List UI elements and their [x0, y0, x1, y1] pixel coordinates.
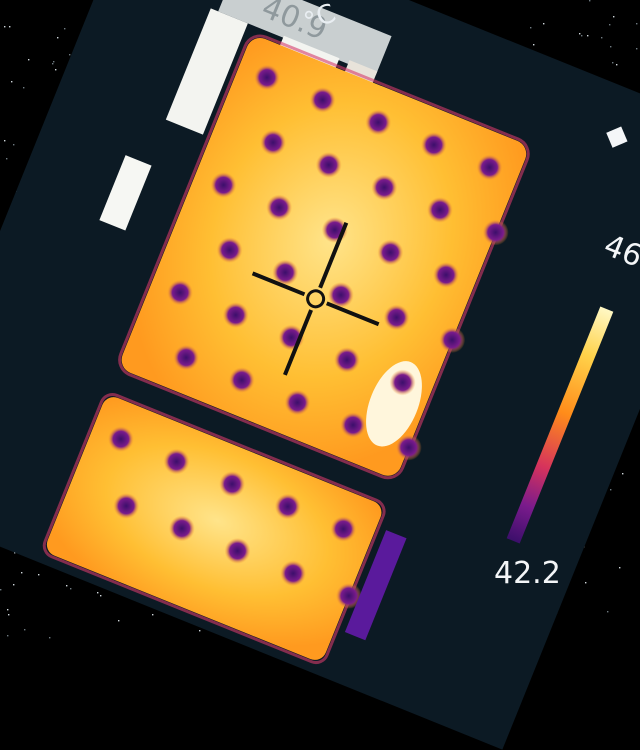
cool-spot	[113, 492, 140, 519]
noise-pixel	[543, 23, 545, 25]
noise-pixel	[13, 584, 15, 586]
cool-spot	[371, 174, 398, 201]
cool-spot	[173, 344, 200, 371]
noise-pixel	[53, 61, 55, 63]
cool-spot	[377, 239, 404, 266]
noise-pixel	[0, 589, 2, 591]
noise-pixel	[601, 37, 603, 39]
cool-spot	[284, 389, 311, 416]
noise-pixel	[612, 62, 614, 64]
noise-pixel	[199, 630, 201, 632]
noise-pixel	[52, 63, 54, 65]
cool-spot	[420, 131, 447, 158]
cool-spot	[224, 537, 251, 564]
noise-pixel	[636, 48, 638, 50]
cool-spot	[476, 154, 503, 181]
crosshair-icon	[251, 222, 380, 376]
noise-pixel	[6, 158, 8, 160]
cool-spot	[439, 326, 466, 353]
noise-pixel	[55, 69, 57, 71]
scale-min-label: 42.2	[494, 556, 561, 591]
cool-spot	[309, 86, 336, 113]
cool-spot	[333, 347, 360, 374]
noise-pixel	[7, 635, 9, 637]
noise-pixel	[152, 614, 154, 616]
noise-pixel	[607, 611, 609, 613]
noise-pixel	[609, 24, 611, 26]
noise-pixel	[613, 16, 615, 18]
noise-pixel	[24, 629, 26, 631]
noise-pixel	[70, 588, 72, 590]
cool-spot	[253, 64, 280, 91]
cool-spot	[167, 279, 194, 306]
noise-pixel	[11, 81, 13, 83]
cool-spot	[260, 129, 287, 156]
noise-pixel	[619, 567, 621, 569]
noise-pixel	[100, 595, 102, 597]
noise-pixel	[622, 473, 624, 475]
noise-pixel	[581, 35, 583, 37]
noise-pixel	[610, 46, 612, 48]
noise-pixel	[28, 59, 30, 61]
cool-spot	[340, 412, 367, 439]
noise-pixel	[23, 87, 25, 89]
cool-spot	[216, 237, 243, 264]
noise-pixel	[533, 44, 535, 46]
cool-spot	[426, 196, 453, 223]
noise-pixel	[69, 54, 71, 56]
cool-spot	[335, 582, 362, 609]
noise-pixel	[64, 28, 66, 30]
noise-pixel	[57, 37, 59, 39]
cool-spot-grid-main	[167, 64, 509, 461]
cool-spot	[327, 282, 354, 309]
cool-strip	[344, 530, 407, 641]
cool-spot	[433, 261, 460, 288]
noise-pixel	[38, 574, 40, 576]
cool-spot	[330, 515, 357, 542]
noise-pixel	[66, 585, 68, 587]
noise-pixel	[7, 609, 9, 611]
cool-spot	[395, 434, 422, 461]
cool-spot	[163, 448, 190, 475]
cool-spot	[266, 194, 293, 221]
noise-pixel	[616, 64, 618, 66]
hot-edge-left	[99, 155, 152, 231]
noise-pixel	[97, 592, 99, 594]
cool-spot	[280, 560, 307, 587]
cool-spot	[389, 369, 416, 396]
cool-spot	[219, 471, 246, 498]
noise-pixel	[610, 489, 612, 491]
noise-pixel	[636, 23, 638, 25]
noise-pixel	[13, 144, 15, 146]
noise-pixel	[587, 35, 589, 37]
cool-spot	[168, 515, 195, 542]
cool-spot	[365, 109, 392, 136]
cool-spot	[228, 367, 255, 394]
noise-pixel	[585, 582, 587, 584]
cool-spot-grid-lower	[107, 426, 362, 609]
cool-spot	[210, 172, 237, 199]
noise-pixel	[8, 614, 10, 616]
noise-pixel	[21, 572, 23, 574]
noise-pixel	[4, 26, 6, 28]
cool-spot	[383, 304, 410, 331]
cool-spot	[274, 493, 301, 520]
cool-spot	[222, 302, 249, 329]
noise-pixel	[530, 27, 532, 29]
cool-spot	[107, 426, 134, 453]
cool-spot	[482, 219, 509, 246]
noise-pixel	[589, 0, 591, 2]
noise-pixel	[579, 33, 581, 35]
noise-pixel	[4, 140, 6, 142]
cool-spot	[272, 259, 299, 286]
noise-pixel	[49, 637, 51, 639]
cool-spot	[315, 151, 342, 178]
noise-pixel	[118, 620, 120, 622]
noise-pixel	[9, 26, 11, 28]
